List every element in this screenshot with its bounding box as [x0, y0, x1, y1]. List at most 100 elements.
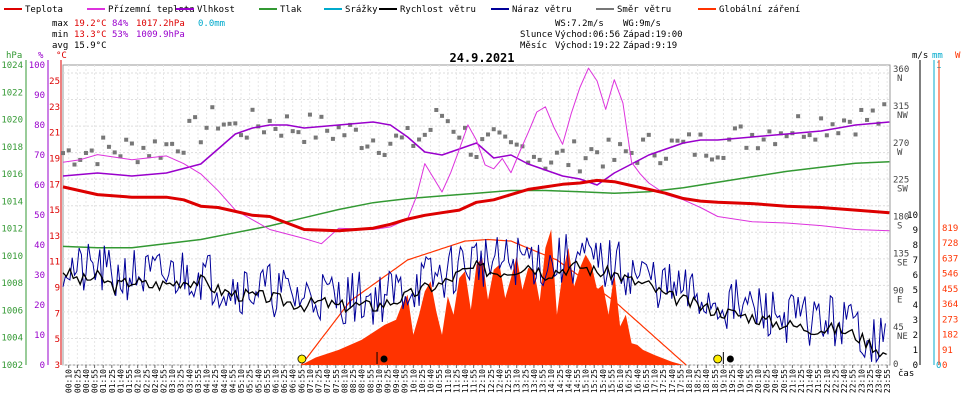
tick-ms: 3 — [913, 316, 918, 326]
wind-direction-point — [715, 155, 720, 160]
x-tick-label: 11:10 — [444, 369, 453, 393]
tick-direction: 180 — [893, 213, 909, 223]
tick-direction: 45 — [893, 323, 904, 333]
wind-direction-point — [744, 145, 749, 150]
clear-sky-curve — [300, 238, 687, 366]
wind-direction-point — [623, 149, 628, 154]
wind-direction-point — [750, 132, 755, 137]
wind-direction-point — [796, 114, 801, 119]
tick-w: 182 — [942, 331, 958, 341]
wind-direction-point — [382, 153, 387, 158]
wind-direction-point — [348, 122, 353, 127]
sunset-marker — [713, 354, 723, 364]
wind-direction-point — [221, 122, 226, 127]
x-tick-label: 03:10 — [168, 369, 177, 393]
wind-direction-point — [836, 131, 841, 136]
wind-direction-point — [704, 153, 709, 158]
wind-direction-point — [761, 137, 766, 142]
tick-w: 455 — [942, 285, 958, 295]
wind-direction-point — [233, 121, 238, 126]
x-tick-label: 13:10 — [513, 369, 522, 393]
wind-direction-point — [577, 169, 582, 174]
moonrise-marker — [726, 355, 734, 363]
wind-direction-point — [353, 127, 358, 132]
unit-hpa: hPa — [6, 51, 22, 61]
x-tick-label: 19:40 — [737, 369, 746, 393]
tick-ms: 2 — [913, 331, 918, 341]
x-tick-label: 12:40 — [495, 369, 504, 393]
x-tick-label: 09:25 — [383, 369, 392, 393]
tick-direction-name: NW — [897, 111, 908, 121]
x-tick-label: 05:55 — [263, 369, 272, 393]
x-tick-label: 23:25 — [866, 369, 875, 393]
tick-w: 637 — [942, 254, 958, 264]
wind-direction-point — [101, 135, 106, 140]
wind-direction-point — [491, 127, 496, 132]
tick-w: 546 — [942, 270, 958, 280]
x-tick-label: 07:25 — [315, 369, 324, 393]
tick-direction-name: N — [897, 74, 902, 84]
x-tick-label: 06:55 — [297, 369, 306, 393]
x-tick-label: 04:25 — [211, 369, 220, 393]
legend-label-humidity: Vlhkost — [197, 5, 235, 15]
wind-direction-point — [124, 137, 129, 142]
unit-w: W — [955, 51, 961, 61]
x-tick-label: 12:25 — [487, 369, 496, 393]
tick-hpa: 1016 — [1, 170, 23, 180]
stats-max-humidity: 84% — [112, 19, 129, 29]
tick-pct: 50 — [34, 211, 45, 221]
solar-radiation-area — [301, 229, 684, 365]
x-tick-label: 04:40 — [220, 369, 229, 393]
tick-direction-name: S — [897, 222, 902, 232]
wind-direction-point — [66, 148, 71, 153]
wind-direction-point — [422, 132, 427, 137]
wind-direction-point — [227, 121, 232, 126]
wind-gust-line — [62, 234, 886, 364]
x-tick-label: 00:40 — [82, 369, 91, 393]
x-tick-label: 07:55 — [332, 369, 341, 393]
x-tick-label: 12:55 — [504, 369, 513, 393]
tick-direction-name: SW — [897, 185, 908, 195]
tick-direction-name: SE — [897, 258, 908, 268]
x-tick-label: 14:10 — [547, 369, 556, 393]
legend-label-wind-direction: Směr větru — [617, 5, 671, 15]
wind-direction-point — [307, 112, 312, 117]
wind-direction-point — [669, 138, 674, 143]
tick-hpa: 1018 — [1, 143, 23, 153]
wind-direction-point — [480, 137, 485, 142]
sunrise-marker — [297, 354, 307, 364]
wind-direction-point — [738, 124, 743, 129]
wind-direction-point — [595, 150, 600, 155]
wind-direction-point — [428, 127, 433, 132]
wind-direction-point — [652, 153, 657, 158]
wind-direction-point — [807, 133, 812, 138]
tick-degc: 7 — [55, 309, 60, 319]
x-tick-label: 11:25 — [452, 369, 461, 393]
x-tick-label: 11:55 — [470, 369, 479, 393]
legend-label-wind-speed: Rychlost větru — [400, 5, 476, 15]
wind-direction-point — [773, 142, 778, 147]
x-tick-label: 05:25 — [246, 369, 255, 393]
tick-ms: 7 — [913, 256, 918, 266]
x-tick-label: 17:10 — [651, 369, 660, 393]
x-tick-label: 15:55 — [607, 369, 616, 393]
stats-min-temp: 13.3°C — [74, 30, 107, 40]
wind-direction-point — [187, 118, 192, 123]
grid — [62, 64, 891, 366]
x-tick-label: 16:25 — [625, 369, 634, 393]
wind-direction-point — [405, 126, 410, 131]
x-tick-label: 21:55 — [814, 369, 823, 393]
wind-direction-point — [830, 122, 835, 127]
x-tick-label: 18:40 — [702, 369, 711, 393]
wind-direction-point — [106, 144, 111, 149]
unit-pct: % — [38, 51, 44, 61]
wind-direction-point — [813, 137, 818, 142]
tick-ms: 9 — [913, 226, 918, 236]
wind-direction-point — [284, 114, 289, 119]
axis-units: hPa % °C m/s mm W čas — [6, 51, 961, 379]
wind-direction-point — [445, 119, 450, 124]
x-tick-label: 20:10 — [754, 369, 763, 393]
x-tick-label: 19:55 — [745, 369, 754, 393]
x-tick-label: 00:25 — [73, 369, 82, 393]
